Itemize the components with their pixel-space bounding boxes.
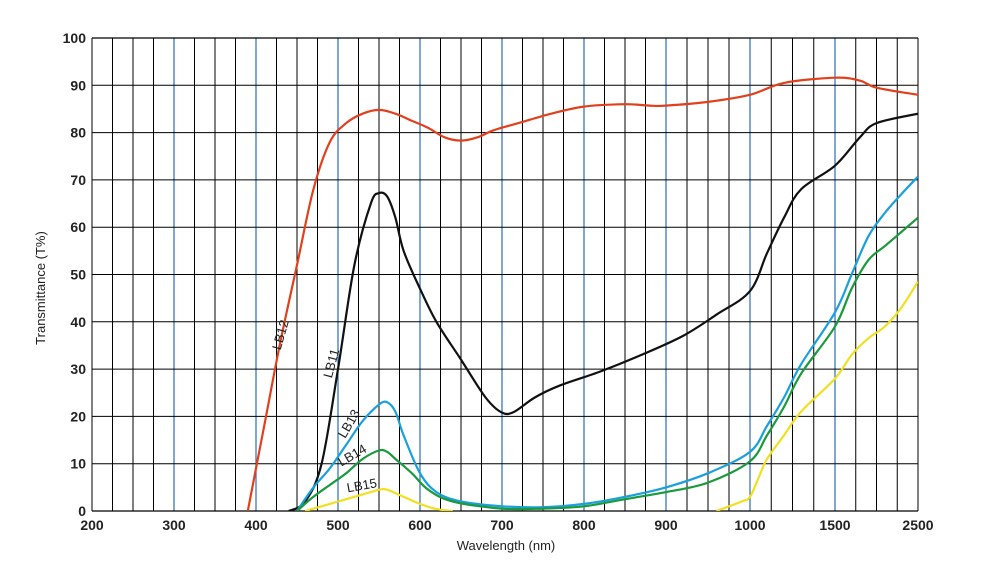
series-line-lb12 (246, 76, 918, 511)
y-tick-label: 30 (70, 361, 86, 377)
series-line-lb11 (288, 112, 918, 511)
x-tick-label: 200 (80, 517, 104, 533)
x-axis-label: Wavelength (nm) (457, 538, 556, 553)
x-tick-label: 1000 (734, 517, 765, 533)
y-tick-label: 0 (78, 503, 86, 519)
y-tick-label: 10 (70, 456, 86, 472)
y-axis-label: Transmittance (T%) (33, 231, 48, 345)
x-tick-label: 400 (244, 517, 268, 533)
series-line-lb13 (296, 175, 918, 511)
y-tick-label: 90 (70, 77, 86, 93)
grid (91, 37, 919, 512)
series-line-lb14 (296, 216, 918, 511)
series-line-lb15 (304, 487, 453, 511)
tick-labels: 200 300 400 500 600 700 800 900 1000 1500 2500 0 10 2… (63, 30, 934, 533)
x-tick-label: 600 (408, 517, 432, 533)
x-tick-label: 900 (654, 517, 678, 533)
x-tick-label: 800 (572, 517, 596, 533)
y-tick-label: 40 (70, 314, 86, 330)
curve-label: LB11 (320, 347, 342, 379)
curve-label: LB12 (269, 318, 292, 351)
x-tick-label: 1500 (819, 517, 850, 533)
y-tick-label: 50 (70, 267, 86, 283)
series-layer (246, 76, 918, 511)
y-tick-label: 80 (70, 125, 86, 141)
x-tick-label: 700 (490, 517, 514, 533)
curve-label: LB14 (335, 441, 369, 469)
y-tick-label: 70 (70, 172, 86, 188)
y-tick-label: 100 (63, 30, 87, 46)
curve-label: LB15 (346, 475, 379, 495)
y-tick-label: 60 (70, 219, 86, 235)
y-tick-label: 20 (70, 408, 86, 424)
series-line-lb15-ir (716, 280, 918, 511)
x-tick-label: 300 (162, 517, 186, 533)
x-tick-label: 500 (326, 517, 350, 533)
x-tick-label: 2500 (902, 517, 933, 533)
